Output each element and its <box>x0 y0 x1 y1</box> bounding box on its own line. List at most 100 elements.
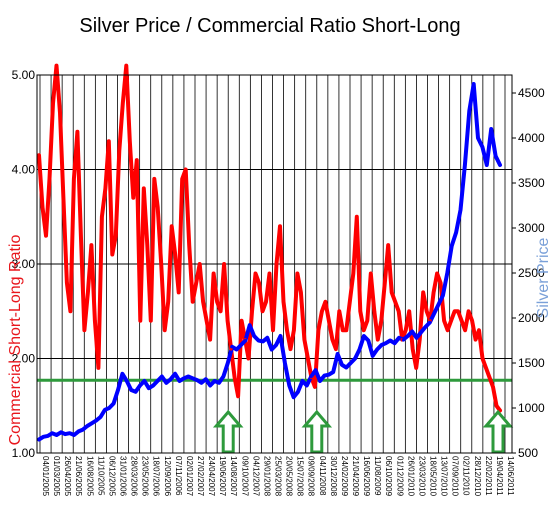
ratio-point <box>274 262 279 266</box>
silver-point <box>309 374 313 379</box>
right-tick-label: 500 <box>518 446 538 460</box>
ratio-point <box>159 262 163 266</box>
silver-point <box>300 379 305 383</box>
x-tick-label: 22/02/2011 <box>484 456 493 496</box>
x-tick-label: 16/06/2009 <box>362 456 371 497</box>
ratio-point <box>47 177 52 181</box>
ratio-point <box>86 290 90 294</box>
silver-point <box>476 136 480 140</box>
ratio-point <box>344 328 348 332</box>
silver-point <box>217 381 221 385</box>
ratio-point <box>379 319 383 323</box>
ratio-point <box>177 290 181 294</box>
ratio-point <box>156 205 160 209</box>
ratio-point <box>58 111 62 115</box>
ratio-point <box>299 290 303 294</box>
silver-point <box>485 163 489 167</box>
x-tick-label: 20/05/2008 <box>285 456 294 497</box>
ratio-point <box>107 139 111 143</box>
silver-point <box>63 432 67 436</box>
silver-point <box>401 338 406 342</box>
ratio-point <box>37 153 41 157</box>
ratio-point <box>449 319 453 323</box>
ratio-point <box>491 385 495 389</box>
ratio-point <box>418 338 422 342</box>
ratio-point <box>484 366 488 370</box>
silver-point <box>85 424 89 428</box>
ratio-point <box>278 224 282 228</box>
silver-point <box>248 323 252 327</box>
silver-point <box>103 408 107 412</box>
ratio-point <box>163 328 167 332</box>
x-tick-label: 18/07/2006 <box>152 456 161 497</box>
silver-point <box>261 339 265 343</box>
silver-point <box>274 343 278 347</box>
silver-point <box>147 386 151 390</box>
silver-point <box>384 341 388 345</box>
ratio-point <box>124 63 128 68</box>
ratio-point <box>208 338 212 342</box>
silver-point <box>375 347 379 352</box>
silver-point <box>454 230 458 235</box>
silver-point <box>283 361 287 365</box>
ratio-point <box>187 243 191 247</box>
ratio-point <box>173 252 177 257</box>
ratio-point <box>337 309 341 313</box>
silver-point <box>142 379 146 383</box>
ratio-point <box>93 319 97 323</box>
silver-point <box>230 345 234 349</box>
silver-point <box>366 338 370 343</box>
ratio-point <box>404 328 408 332</box>
ratio-point <box>355 215 359 219</box>
ratio-point <box>117 149 121 153</box>
silver-point <box>204 377 208 381</box>
ratio-point <box>285 328 289 332</box>
chart-title: Silver Price / Commercial Ratio Short-Lo… <box>79 15 460 37</box>
x-tick-label: 26/01/2010 <box>406 456 415 497</box>
silver-point <box>331 370 335 374</box>
silver-point <box>344 365 348 370</box>
silver-point <box>138 383 142 388</box>
ratio-point <box>466 309 471 313</box>
ratio-point <box>271 328 275 332</box>
silver-point <box>472 82 476 86</box>
ratio-point <box>432 290 436 294</box>
silver-point <box>90 421 94 425</box>
silver-point <box>116 388 120 392</box>
ratio-point <box>435 271 439 276</box>
ratio-point <box>253 271 258 276</box>
x-tick-label: 29/01/2008 <box>262 456 271 497</box>
silver-point <box>160 374 164 379</box>
x-tick-label: 28/12/2010 <box>473 456 482 497</box>
ratio-point <box>341 328 345 332</box>
right-axis-ticks: 500 1000 1500 2000 2500 3000 3500 4000 4500 <box>512 86 545 460</box>
silver-point <box>393 341 397 345</box>
ratio-point <box>145 243 149 247</box>
ratio-point <box>397 309 401 313</box>
silver-point <box>436 302 441 307</box>
silver-point <box>414 336 419 340</box>
ratio-point <box>184 167 188 172</box>
x-tick-label: 02/01/2007 <box>185 456 194 497</box>
silver-point <box>498 163 502 167</box>
silver-point <box>226 361 230 365</box>
x-tick-label: 31/01/2006 <box>119 456 128 497</box>
silver-point <box>318 379 322 383</box>
silver-point <box>98 415 103 419</box>
silver-point <box>112 401 116 406</box>
ratio-point <box>386 243 390 247</box>
x-tick-label: 06/12/2005 <box>107 456 116 497</box>
ratio-point <box>246 356 251 361</box>
ratio-point <box>473 338 478 342</box>
x-tick-label: 19/06/2007 <box>218 456 227 497</box>
ratio-point <box>128 139 132 143</box>
ratio-point <box>51 101 55 105</box>
silver-point <box>388 338 392 343</box>
silver-point <box>177 379 182 383</box>
ratio-point <box>313 385 317 389</box>
silver-point <box>151 383 155 388</box>
right-tick-label: 4500 <box>518 86 545 100</box>
x-tick-label: 07/09/2010 <box>451 456 460 497</box>
right-axis-label: Silver Price <box>535 237 552 318</box>
